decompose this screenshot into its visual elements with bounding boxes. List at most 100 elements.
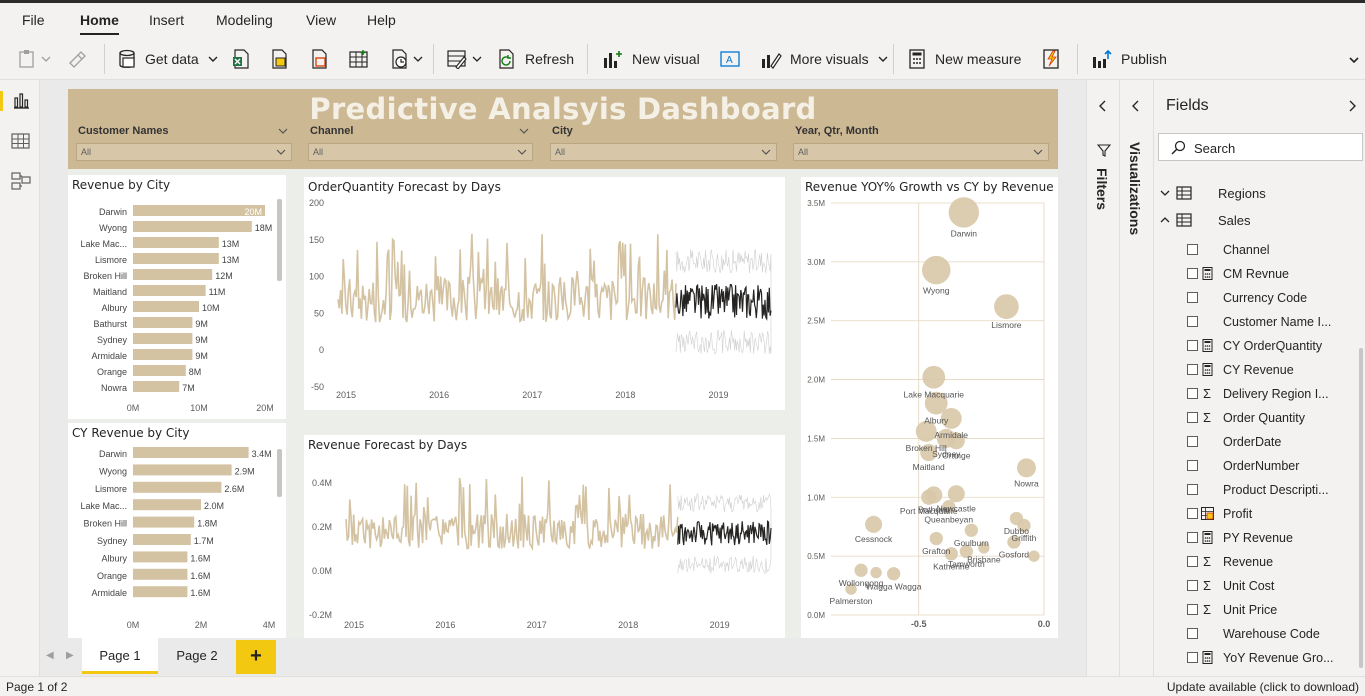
- field-checkbox[interactable]: [1187, 412, 1198, 423]
- field-item[interactable]: Product Descripti...: [1154, 478, 1354, 502]
- text-box-button[interactable]: A: [719, 38, 741, 80]
- x-tick-label: -0.5: [911, 619, 927, 629]
- fields-scrollbar[interactable]: [1359, 348, 1363, 668]
- field-checkbox[interactable]: [1187, 508, 1198, 519]
- scatter-point-label: Port Macquarie: [900, 506, 958, 516]
- bar: [133, 481, 222, 493]
- field-checkbox[interactable]: [1187, 388, 1198, 399]
- table-sales[interactable]: Sales: [1154, 208, 1354, 232]
- calculator-icon: [1201, 651, 1213, 665]
- chevron-left-icon[interactable]: [1130, 100, 1142, 112]
- field-checkbox[interactable]: [1187, 436, 1198, 447]
- chevron-left-icon[interactable]: [1097, 100, 1109, 112]
- update-notice[interactable]: Update available (click to download): [1166, 680, 1359, 694]
- filters-label[interactable]: Filters: [1094, 168, 1110, 211]
- visualizations-label[interactable]: Visualizations: [1127, 142, 1143, 236]
- visual-cy-revenue-by-city[interactable]: CY Revenue by City Darwin 3.4M Wyong 2.9M Li…: [68, 423, 286, 638]
- bar: [133, 301, 199, 312]
- excel-button[interactable]: [232, 38, 250, 80]
- field-item[interactable]: Σ Order Quantity: [1154, 406, 1354, 430]
- field-item[interactable]: Σ Unit Cost: [1154, 574, 1354, 598]
- field-checkbox[interactable]: [1187, 460, 1198, 471]
- menu-help[interactable]: Help: [367, 12, 396, 28]
- get-data-button[interactable]: Get data: [117, 38, 219, 80]
- slicer-dropdown[interactable]: All: [793, 143, 1049, 161]
- table-regions[interactable]: Regions: [1154, 181, 1354, 205]
- quick-measure-button[interactable]: [1041, 38, 1061, 80]
- field-item[interactable]: Customer Name I...: [1154, 310, 1354, 334]
- field-checkbox[interactable]: [1187, 244, 1198, 255]
- field-checkbox[interactable]: [1187, 580, 1198, 591]
- field-checkbox[interactable]: [1187, 532, 1198, 543]
- field-checkbox[interactable]: [1187, 628, 1198, 639]
- menu-insert[interactable]: Insert: [149, 12, 185, 28]
- field-item[interactable]: Warehouse Code: [1154, 622, 1354, 646]
- add-page-button[interactable]: +: [236, 640, 276, 674]
- field-item[interactable]: OrderDate: [1154, 430, 1354, 454]
- transform-data-button[interactable]: [447, 38, 483, 80]
- field-item[interactable]: Channel: [1154, 238, 1354, 262]
- field-item[interactable]: Σ Delivery Region I...: [1154, 382, 1354, 406]
- chevron-down-icon: [208, 56, 218, 62]
- menu-view[interactable]: View: [306, 12, 337, 28]
- field-item[interactable]: CY OrderQuantity: [1154, 334, 1354, 358]
- dataflow-button[interactable]: [310, 38, 328, 80]
- scatter-point: [929, 531, 943, 546]
- field-name: Order Quantity: [1223, 411, 1305, 425]
- visual-revenue-forecast[interactable]: Revenue Forecast by Days 0.4M 0.2M 0.0M -0.…: [304, 435, 785, 638]
- field-item[interactable]: Currency Code: [1154, 286, 1354, 310]
- publish-button[interactable]: Publish: [1091, 38, 1167, 80]
- bar: [133, 349, 193, 360]
- new-visual-button[interactable]: New visual: [602, 38, 700, 80]
- field-checkbox[interactable]: [1187, 364, 1198, 375]
- field-item[interactable]: Σ Unit Price: [1154, 598, 1354, 622]
- visual-orderquantity-forecast[interactable]: OrderQuantity Forecast by Days 200 150 100…: [304, 177, 785, 410]
- slicer-dropdown[interactable]: All: [308, 143, 533, 161]
- bar-data-label: 13M: [222, 239, 240, 249]
- data-view-button[interactable]: [10, 130, 32, 152]
- paste-button[interactable]: [18, 38, 52, 80]
- field-checkbox[interactable]: [1187, 484, 1198, 495]
- menu-home[interactable]: Home: [80, 12, 119, 28]
- recent-sources-button[interactable]: [390, 38, 424, 80]
- revenue-forecast-chart: 0.4M 0.2M 0.0M -0.2M 2015 2016 2017 2018 2019: [309, 476, 772, 630]
- prev-page-arrow[interactable]: ◀: [46, 650, 54, 661]
- tab-page-2[interactable]: Page 2: [176, 648, 218, 663]
- more-visuals-button[interactable]: More visuals: [760, 38, 889, 80]
- chevron-right-icon[interactable]: [1346, 100, 1358, 112]
- model-view-button[interactable]: [10, 170, 32, 192]
- bar-category-label: Bathurst: [93, 319, 127, 329]
- field-checkbox[interactable]: [1187, 556, 1198, 567]
- collapse-ribbon-button[interactable]: [1348, 48, 1360, 72]
- tab-page-1[interactable]: Page 1: [82, 638, 158, 674]
- field-item[interactable]: OrderNumber: [1154, 454, 1354, 478]
- field-item[interactable]: CY Revenue: [1154, 358, 1354, 382]
- fields-search-input[interactable]: Search: [1158, 133, 1363, 161]
- y-tick-label: 0.4M: [312, 478, 332, 488]
- refresh-button[interactable]: Refresh: [497, 38, 574, 80]
- field-checkbox[interactable]: [1187, 652, 1198, 663]
- field-item[interactable]: CM Revnue: [1154, 262, 1354, 286]
- menu-file[interactable]: File: [22, 12, 45, 28]
- field-item[interactable]: YoY Revenue Gro...: [1154, 646, 1354, 670]
- field-checkbox[interactable]: [1187, 340, 1198, 351]
- next-page-arrow[interactable]: ▶: [66, 650, 74, 661]
- field-checkbox[interactable]: [1187, 268, 1198, 279]
- new-measure-button[interactable]: New measure: [907, 38, 1021, 80]
- x-tick-label: 0M: [127, 403, 140, 413]
- field-item[interactable]: Σ Revenue: [1154, 550, 1354, 574]
- dataset-button[interactable]: [270, 38, 288, 80]
- field-checkbox[interactable]: [1187, 292, 1198, 303]
- field-checkbox[interactable]: [1187, 316, 1198, 327]
- field-checkbox[interactable]: [1187, 604, 1198, 615]
- slicer-dropdown[interactable]: All: [76, 143, 292, 161]
- field-item[interactable]: Profit: [1154, 502, 1354, 526]
- slicer-dropdown[interactable]: All: [550, 143, 777, 161]
- enter-data-button[interactable]: [349, 38, 369, 80]
- visual-yoy-growth-scatter[interactable]: Revenue YOY% Growth vs CY by Revenue 3.5…: [801, 177, 1058, 638]
- format-painter-button[interactable]: [67, 38, 87, 80]
- visual-revenue-by-city[interactable]: Revenue by City Darwin 20M Wyong 18M Lake Ma…: [68, 175, 286, 419]
- menu-modeling[interactable]: Modeling: [216, 12, 273, 28]
- report-view-button[interactable]: [10, 90, 32, 112]
- field-item[interactable]: PY Revenue: [1154, 526, 1354, 550]
